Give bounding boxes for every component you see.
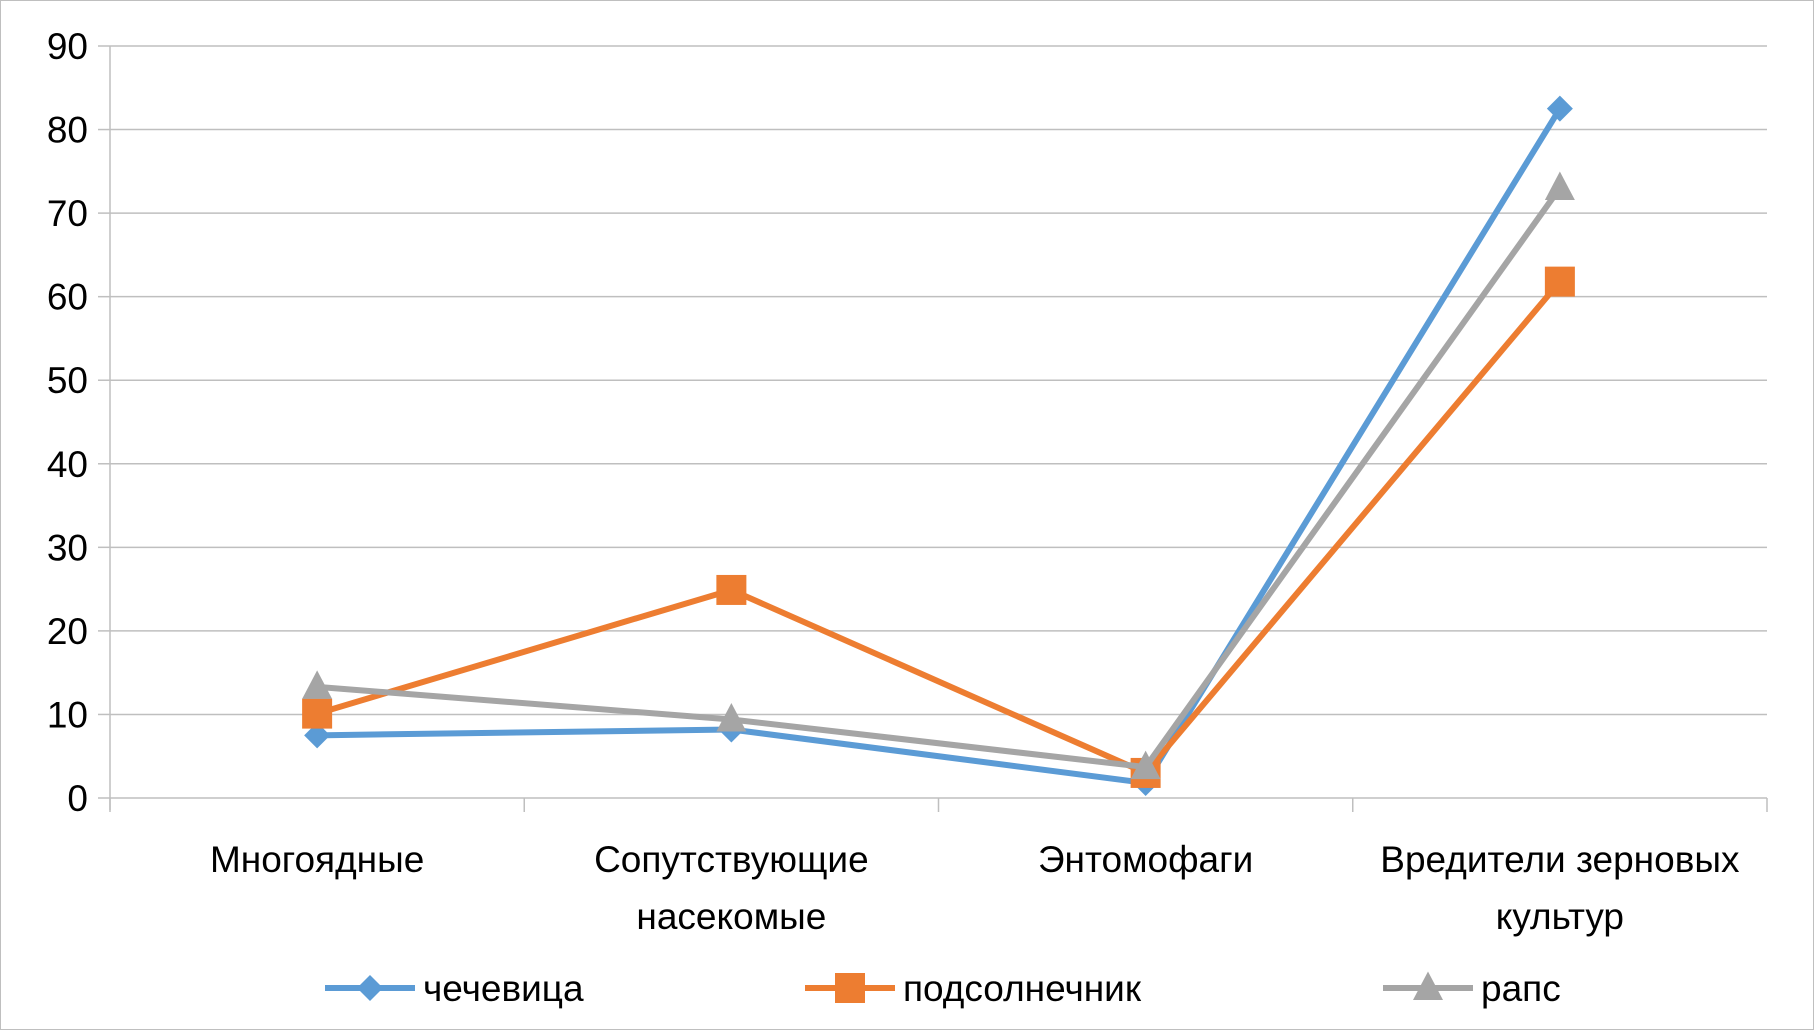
x-tick-label: Многоядные: [210, 839, 424, 880]
data-point-рапс: [302, 670, 333, 699]
x-tick-label: Энтомофаги: [1038, 839, 1253, 880]
y-tick-label: 10: [47, 694, 88, 735]
legend-marker-icon: [357, 975, 383, 1001]
series-line-чечевица: [317, 107, 1563, 786]
legend-label: рапс: [1481, 968, 1561, 1009]
data-point-чечевица: [304, 722, 331, 749]
x-tick-label: насекомые: [636, 896, 826, 937]
data-point-рапс: [716, 702, 747, 732]
data-point-подсолнечник: [1544, 266, 1575, 297]
series-line-рапс: [316, 186, 1563, 771]
data-point-подсолнечник: [302, 698, 333, 729]
x-tick-label: Вредители зерновых: [1380, 839, 1740, 880]
y-tick-label: 50: [47, 360, 88, 401]
y-tick-label: 30: [47, 527, 88, 568]
data-point-рапс: [1130, 750, 1161, 780]
y-tick-label: 40: [47, 444, 88, 485]
y-tick-label: 60: [47, 277, 88, 318]
y-tick-label: 90: [47, 26, 88, 67]
legend-label: чечевица: [423, 968, 584, 1009]
y-tick-label: 0: [67, 778, 88, 819]
x-tick-label: Сопутствующие: [594, 839, 869, 880]
data-point-подсолнечник: [716, 574, 747, 605]
legend-label: подсолнечник: [903, 968, 1142, 1009]
data-point-рапс: [1544, 171, 1575, 201]
series-line-подсолнечник: [316, 279, 1563, 776]
legend-marker-icon: [835, 973, 865, 1003]
legend-marker-icon: [1413, 971, 1443, 1000]
data-point-чечевица: [1546, 95, 1573, 122]
y-tick-label: 80: [47, 110, 88, 151]
x-tick-label: культур: [1496, 896, 1624, 937]
y-tick-label: 20: [47, 611, 88, 652]
y-tick-label: 70: [47, 193, 88, 234]
